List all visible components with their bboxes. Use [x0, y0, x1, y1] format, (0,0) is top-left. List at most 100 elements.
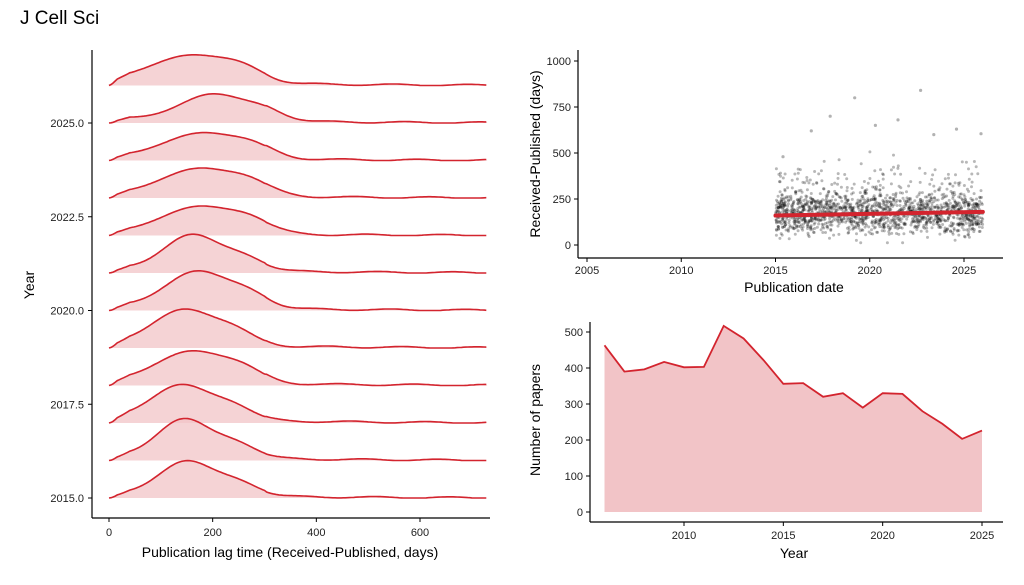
scatter-point — [927, 207, 931, 211]
scatter-point — [912, 204, 916, 208]
scatter-point — [812, 231, 816, 234]
scatter-point — [813, 199, 817, 203]
scatter-point — [940, 206, 944, 210]
scatter-point — [859, 208, 863, 212]
scatter-point — [807, 220, 811, 224]
scatter-point — [835, 217, 839, 221]
scatter-point — [807, 205, 811, 209]
scatter-point — [814, 207, 818, 211]
scatter-point — [793, 208, 797, 212]
scatter-point — [976, 222, 980, 226]
scatter-point — [782, 196, 786, 200]
scatter-point — [796, 171, 800, 175]
scatter-point — [795, 217, 799, 221]
scatter-point — [780, 193, 784, 197]
scatter-point — [805, 201, 809, 205]
scatter-point — [825, 200, 829, 204]
scatter-point — [900, 207, 904, 210]
scatter-point — [913, 225, 917, 229]
scatter-point — [896, 166, 900, 170]
scatter-point — [825, 200, 829, 204]
scatter-point — [957, 222, 961, 226]
scatter-point — [810, 208, 814, 212]
scatter-point — [976, 202, 980, 206]
scatter-point — [865, 207, 869, 211]
scatter-point — [870, 204, 874, 208]
scatter-point — [803, 202, 807, 206]
scatter-point — [919, 203, 923, 207]
scatter-point — [970, 203, 974, 207]
scatter-point — [964, 198, 967, 201]
scatter-point — [875, 230, 879, 234]
scatter-point — [918, 215, 922, 218]
scatter-point — [834, 198, 837, 202]
scatter-point — [812, 230, 815, 234]
scatter-point — [958, 196, 962, 199]
scatter-point — [824, 202, 828, 206]
scatter-point — [833, 181, 837, 185]
scatter-point — [891, 193, 895, 196]
scatter-point — [876, 222, 880, 226]
scatter-point — [819, 218, 823, 222]
scatter-point — [852, 220, 856, 224]
scatter-point — [936, 220, 940, 224]
scatter-point — [899, 172, 903, 176]
scatter-point — [858, 199, 862, 203]
scatter-point — [838, 205, 842, 209]
scatter-point — [843, 201, 847, 205]
scatter-point — [925, 199, 929, 203]
scatter-point — [851, 206, 855, 210]
scatter-point — [979, 189, 983, 193]
scatter-point — [859, 241, 863, 245]
scatter-point — [902, 206, 906, 210]
ridge-line-2017 — [108, 383, 487, 424]
scatter-point — [785, 208, 789, 212]
scatter-point — [912, 216, 916, 220]
scatter-point — [860, 218, 864, 222]
scatter-point — [845, 200, 849, 204]
scatter-point — [781, 206, 785, 210]
scatter-point — [807, 181, 811, 185]
scatter-point — [810, 200, 814, 204]
ridge-line-2016 — [108, 417, 487, 462]
scatter-point — [935, 214, 939, 218]
scatter-point — [911, 217, 914, 221]
scatter-point — [945, 208, 949, 212]
scatter-point — [862, 219, 866, 222]
scatter-point — [917, 205, 921, 209]
scatter-point — [865, 206, 869, 210]
scatter-point — [795, 198, 799, 202]
scatter-point — [907, 184, 911, 188]
scatter-point — [828, 200, 832, 203]
scatter-point — [957, 201, 961, 205]
scatter-point — [959, 204, 963, 208]
scatter-point — [787, 198, 790, 202]
scatter-point — [776, 206, 780, 210]
scatter-point — [951, 222, 955, 226]
scatter-point — [796, 167, 800, 171]
scatter-point — [856, 205, 860, 208]
scatter-point — [927, 193, 931, 197]
scatter-point — [823, 217, 827, 221]
scatter-point — [907, 207, 911, 211]
scatter-point — [883, 222, 886, 225]
scatter-point — [781, 207, 785, 211]
scatter-point — [781, 216, 785, 220]
scatter-point — [869, 198, 873, 201]
scatter-point — [888, 205, 892, 209]
scatter-point — [803, 220, 807, 224]
scatter-point — [974, 202, 978, 206]
scatter-point — [803, 220, 807, 224]
scatter-point — [865, 200, 868, 204]
scatter-point — [843, 194, 847, 198]
scatter-point — [872, 209, 876, 213]
scatter-point — [860, 204, 864, 208]
ridge-line-2018 — [108, 350, 487, 387]
scatter-point — [825, 196, 828, 200]
scatter-point — [796, 210, 800, 213]
scatter-point — [836, 193, 839, 197]
scatter-point — [789, 225, 793, 229]
scatter-point — [795, 224, 799, 228]
scatter-point — [849, 205, 853, 209]
